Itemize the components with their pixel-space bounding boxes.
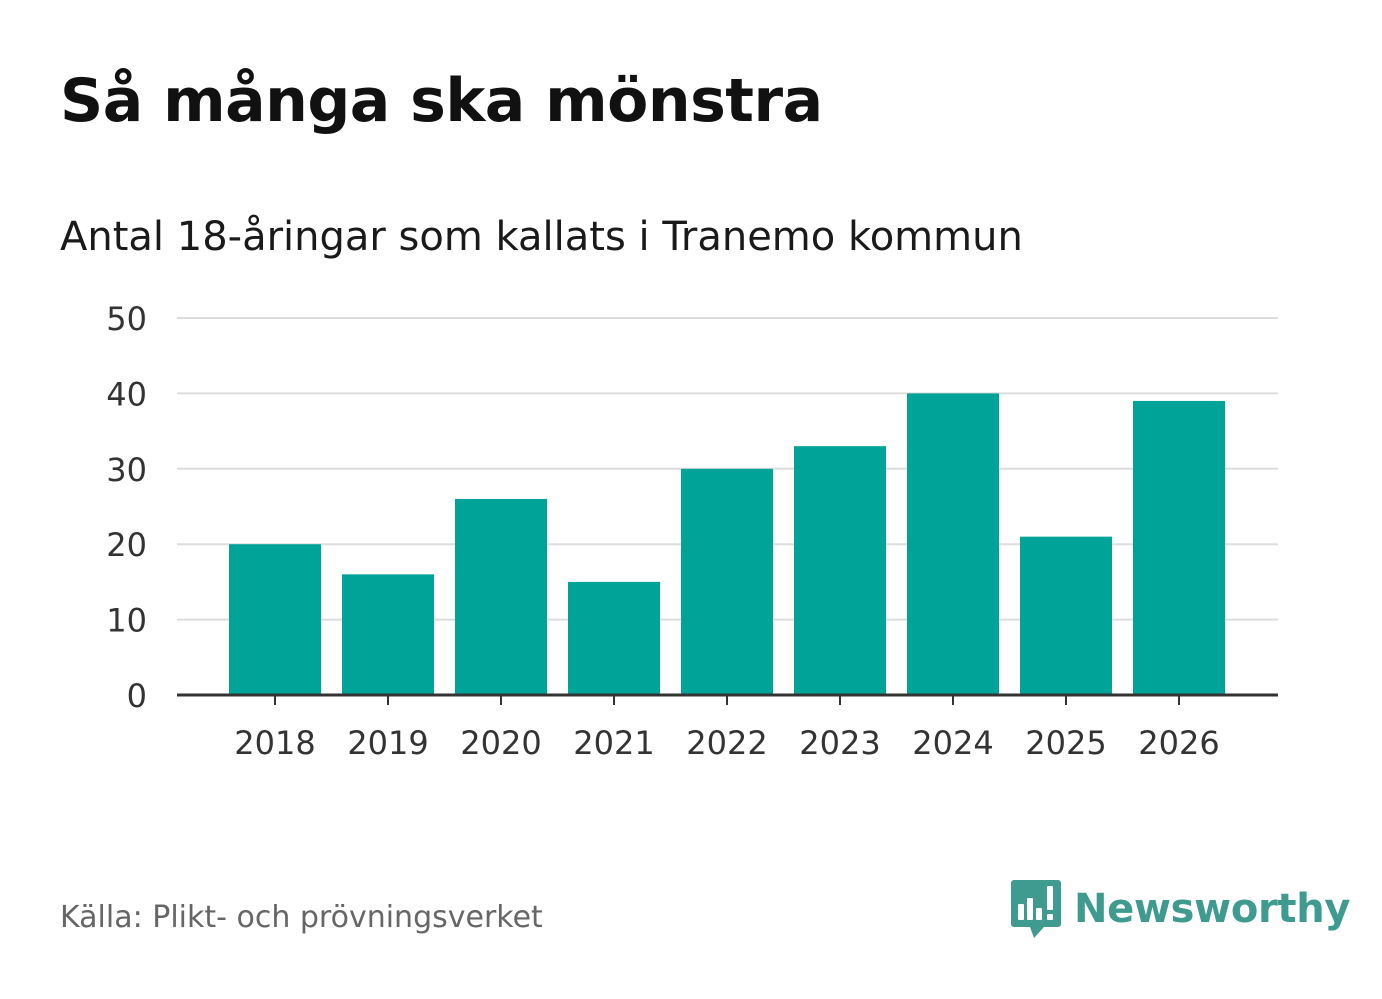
y-tick-label-30: 30 bbox=[106, 451, 147, 489]
x-tick-label-2025: 2025 bbox=[1025, 724, 1106, 762]
bar-2018 bbox=[229, 544, 321, 695]
y-tick-label-0: 0 bbox=[127, 677, 147, 715]
bar-2019 bbox=[342, 574, 434, 695]
bar-2022 bbox=[681, 468, 773, 695]
y-tick-label-40: 40 bbox=[106, 375, 147, 413]
y-tick-label-50: 50 bbox=[106, 300, 147, 338]
newsworthy-chart-icon bbox=[1011, 880, 1061, 938]
chart-subtitle: Antal 18-åringar som kallats i Tranemo k… bbox=[60, 214, 1023, 260]
x-tick-label-2018: 2018 bbox=[234, 724, 315, 762]
bar-2023 bbox=[794, 446, 886, 695]
y-tick-label-10: 10 bbox=[106, 602, 147, 640]
bar-2024 bbox=[907, 393, 999, 695]
brand-logo: Newsworthy bbox=[1010, 878, 1351, 940]
x-tick-label-2022: 2022 bbox=[686, 724, 767, 762]
bar-2026 bbox=[1133, 400, 1225, 695]
x-tick-label-2023: 2023 bbox=[799, 724, 880, 762]
bar-2025 bbox=[1020, 536, 1112, 695]
x-tick-label-2026: 2026 bbox=[1138, 724, 1219, 762]
bar-2020 bbox=[455, 498, 547, 695]
x-tick-label-2021: 2021 bbox=[573, 724, 654, 762]
brand-name: Newsworthy bbox=[1074, 886, 1351, 932]
x-tick-label-2020: 2020 bbox=[460, 724, 541, 762]
bar-2021 bbox=[568, 581, 660, 695]
source-note: Källa: Plikt- och prövningsverket bbox=[60, 900, 543, 935]
y-tick-label-20: 20 bbox=[106, 526, 147, 564]
chart-title: Så många ska mönstra bbox=[60, 66, 823, 136]
x-tick-label-2024: 2024 bbox=[912, 724, 993, 762]
x-tick-label-2019: 2019 bbox=[347, 724, 428, 762]
